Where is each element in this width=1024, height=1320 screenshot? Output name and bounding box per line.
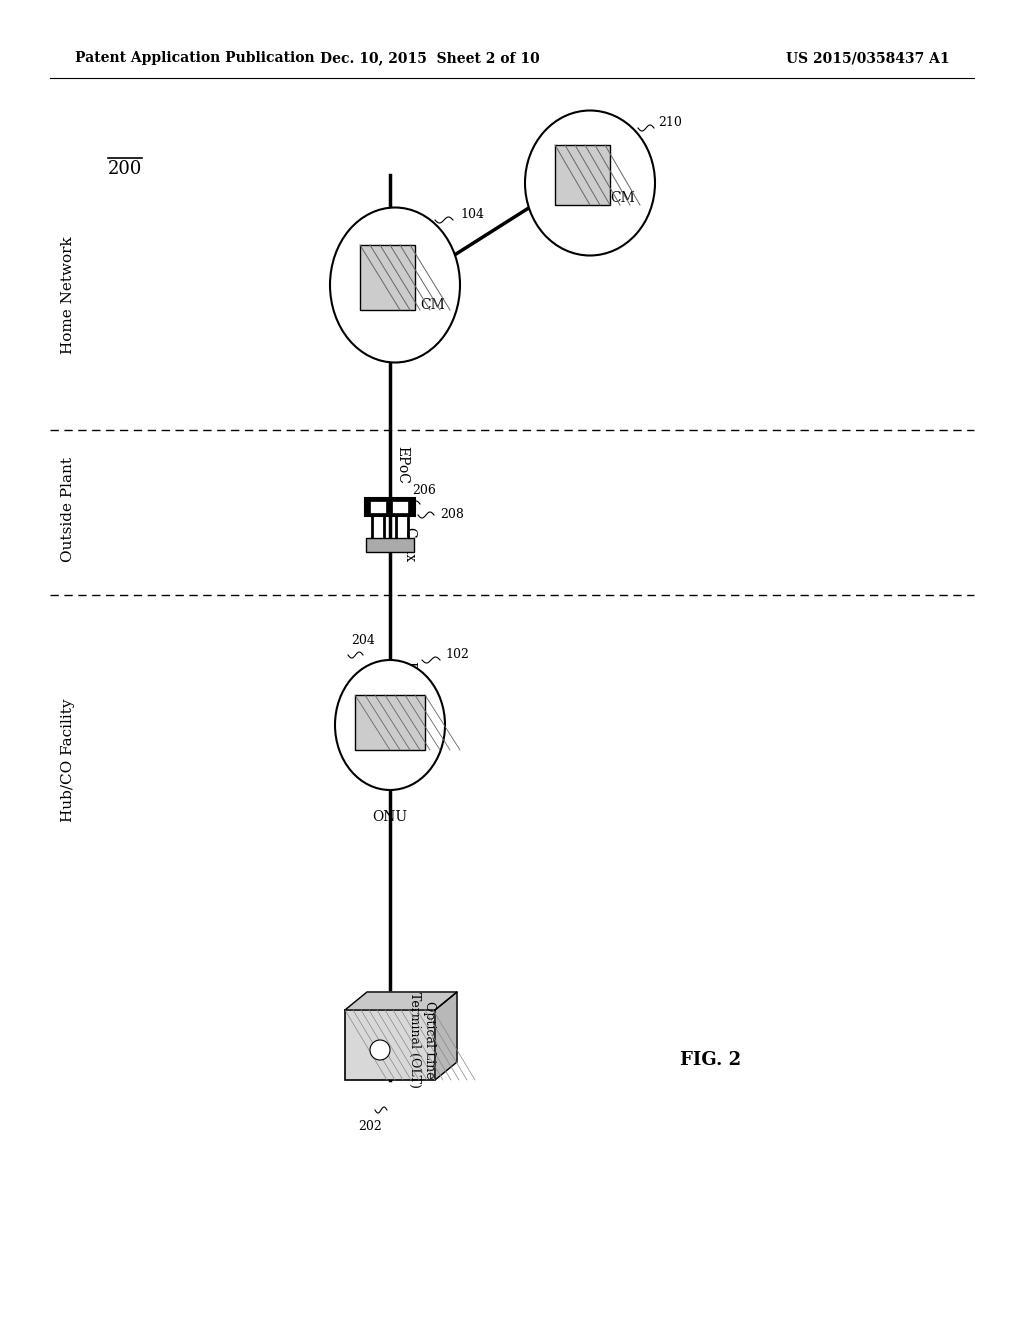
Text: 102: 102 xyxy=(445,648,469,661)
Bar xyxy=(370,502,386,513)
Text: EPoC: EPoC xyxy=(395,446,409,484)
Text: 208: 208 xyxy=(440,508,464,521)
Polygon shape xyxy=(345,993,457,1010)
Bar xyxy=(392,502,408,513)
Text: Coax: Coax xyxy=(402,528,416,562)
Text: Hub/CO Facility: Hub/CO Facility xyxy=(61,698,75,822)
Text: Home Network: Home Network xyxy=(61,236,75,354)
Text: FIG. 2: FIG. 2 xyxy=(680,1051,741,1069)
Bar xyxy=(366,539,414,552)
Polygon shape xyxy=(435,993,457,1080)
Text: Fiber: Fiber xyxy=(402,661,416,700)
Text: Outside Plant: Outside Plant xyxy=(61,458,75,562)
Ellipse shape xyxy=(525,111,655,256)
Text: 210: 210 xyxy=(658,116,682,129)
Ellipse shape xyxy=(335,660,445,789)
Text: 200: 200 xyxy=(108,160,142,178)
Ellipse shape xyxy=(330,207,460,363)
Bar xyxy=(360,246,415,310)
Text: 206: 206 xyxy=(412,483,436,496)
Text: US 2015/0358437 A1: US 2015/0358437 A1 xyxy=(786,51,950,65)
Text: 202: 202 xyxy=(358,1119,382,1133)
Text: Patent Application Publication: Patent Application Publication xyxy=(75,51,314,65)
Bar xyxy=(365,498,415,516)
Bar xyxy=(345,1010,435,1080)
Text: CM: CM xyxy=(610,191,635,205)
Bar xyxy=(355,696,425,750)
Bar xyxy=(555,145,610,205)
Circle shape xyxy=(370,1040,390,1060)
Text: 104: 104 xyxy=(460,209,484,222)
Text: ONU: ONU xyxy=(373,810,408,824)
Text: 204: 204 xyxy=(351,634,375,647)
Text: CM: CM xyxy=(420,298,444,312)
Text: Optical Line
Terminal (OLT): Optical Line Terminal (OLT) xyxy=(408,993,436,1088)
Text: Dec. 10, 2015  Sheet 2 of 10: Dec. 10, 2015 Sheet 2 of 10 xyxy=(321,51,540,65)
